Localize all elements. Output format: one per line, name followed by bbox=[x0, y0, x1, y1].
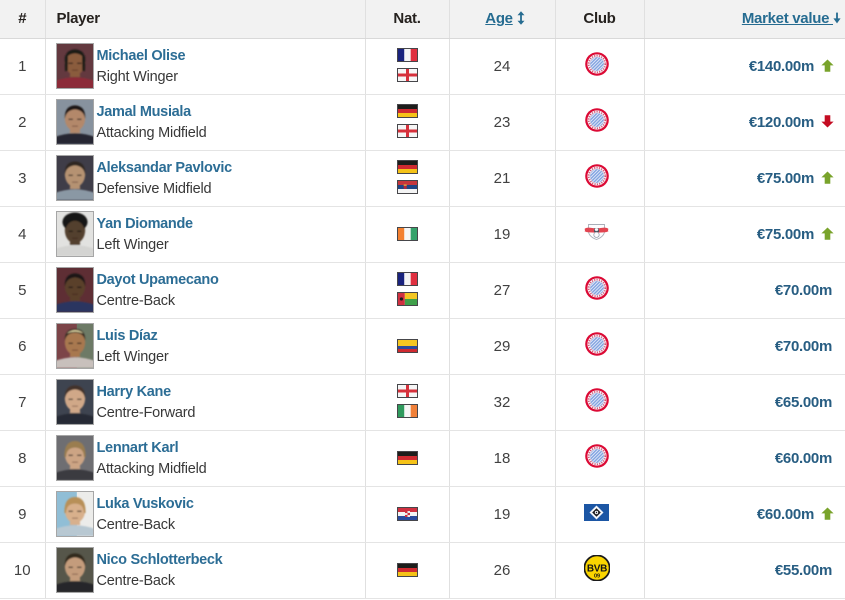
svg-text:09: 09 bbox=[593, 574, 599, 580]
svg-text:BVB: BVB bbox=[586, 564, 606, 575]
